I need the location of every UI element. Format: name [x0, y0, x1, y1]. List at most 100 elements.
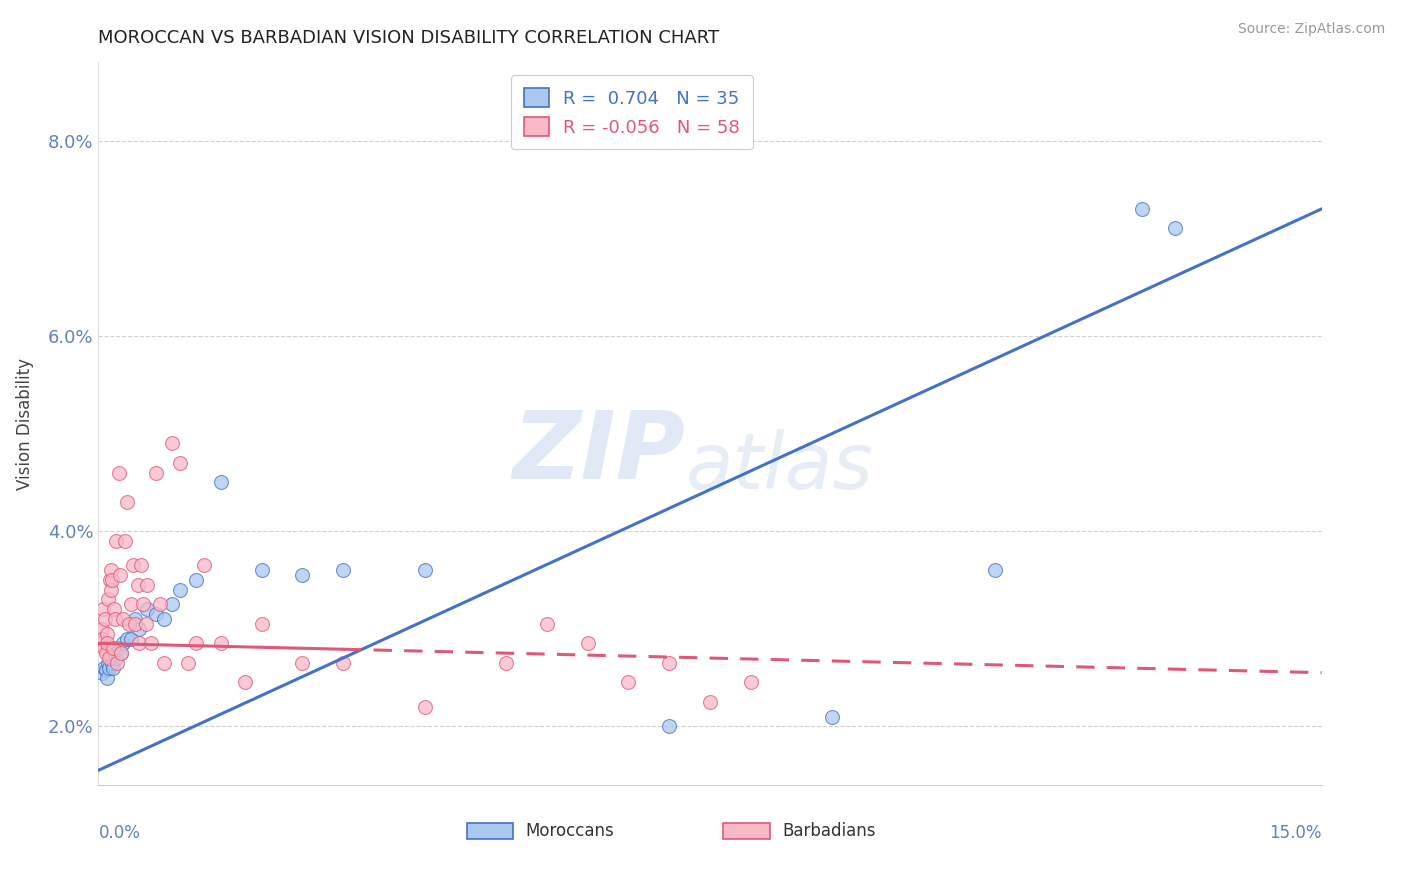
- Point: [100, 651, 122, 665]
- Point: [90, 622, 112, 636]
- Point: [132, 598, 155, 612]
- Point: [149, 598, 172, 612]
- Point: [111, 612, 134, 626]
- Point: [93, 661, 115, 675]
- Point: [111, 636, 134, 650]
- Point: [104, 646, 127, 660]
- Point: [108, 641, 131, 656]
- Text: 0.0%: 0.0%: [98, 824, 141, 842]
- Point: [97, 656, 120, 670]
- Point: [94, 612, 117, 626]
- Point: [169, 456, 191, 470]
- Legend: R =  0.704   N = 35, R = -0.056   N = 58: R = 0.704 N = 35, R = -0.056 N = 58: [512, 75, 752, 149]
- Point: [96, 671, 118, 685]
- Point: [740, 675, 762, 690]
- Text: Source: ZipAtlas.com: Source: ZipAtlas.com: [1237, 22, 1385, 37]
- Point: [115, 632, 138, 646]
- Point: [136, 602, 159, 616]
- Point: [141, 636, 163, 650]
- Point: [120, 632, 142, 646]
- Point: [128, 622, 150, 636]
- Point: [91, 632, 114, 646]
- Text: MOROCCAN VS BARBADIAN VISION DISABILITY CORRELATION CHART: MOROCCAN VS BARBADIAN VISION DISABILITY …: [98, 29, 720, 47]
- Point: [332, 563, 354, 577]
- Point: [94, 646, 117, 660]
- Point: [114, 533, 136, 548]
- Point: [136, 578, 159, 592]
- Point: [105, 656, 128, 670]
- Point: [124, 616, 146, 631]
- Point: [128, 636, 150, 650]
- Point: [193, 558, 215, 573]
- Point: [186, 573, 208, 587]
- Point: [110, 568, 132, 582]
- Point: [617, 675, 640, 690]
- Point: [115, 495, 138, 509]
- Point: [413, 699, 436, 714]
- Point: [91, 602, 114, 616]
- Point: [124, 612, 146, 626]
- Point: [127, 578, 149, 592]
- Point: [135, 616, 157, 631]
- Point: [250, 616, 273, 631]
- Point: [699, 695, 721, 709]
- Point: [145, 607, 167, 621]
- Point: [101, 641, 124, 656]
- Point: [209, 475, 232, 490]
- Point: [186, 636, 208, 650]
- Point: [97, 592, 120, 607]
- Point: [110, 646, 132, 660]
- Point: [91, 665, 114, 680]
- Point: [100, 582, 122, 597]
- Point: [105, 651, 128, 665]
- Point: [98, 661, 121, 675]
- Point: [984, 563, 1007, 577]
- Point: [108, 466, 131, 480]
- Point: [93, 641, 115, 656]
- FancyBboxPatch shape: [724, 823, 770, 839]
- Point: [118, 616, 141, 631]
- Text: 15.0%: 15.0%: [1270, 824, 1322, 842]
- Point: [96, 626, 118, 640]
- Point: [536, 616, 558, 631]
- Point: [250, 563, 273, 577]
- Text: Barbadians: Barbadians: [782, 822, 876, 840]
- Point: [110, 646, 132, 660]
- Point: [233, 675, 256, 690]
- Point: [658, 656, 681, 670]
- Point: [90, 636, 112, 650]
- Point: [160, 598, 183, 612]
- Point: [291, 568, 314, 582]
- Point: [1164, 221, 1187, 235]
- Point: [495, 656, 517, 670]
- Point: [209, 636, 232, 650]
- Point: [169, 582, 191, 597]
- Point: [160, 436, 183, 450]
- FancyBboxPatch shape: [467, 823, 513, 839]
- Point: [152, 612, 174, 626]
- Point: [152, 656, 174, 670]
- Y-axis label: Vision Disability: Vision Disability: [15, 358, 34, 490]
- Point: [104, 612, 127, 626]
- Point: [103, 602, 125, 616]
- Point: [100, 563, 122, 577]
- Point: [120, 598, 142, 612]
- Point: [105, 533, 128, 548]
- Point: [658, 719, 681, 733]
- Point: [129, 558, 152, 573]
- Point: [101, 656, 124, 670]
- Point: [121, 558, 143, 573]
- Point: [101, 661, 124, 675]
- Text: Moroccans: Moroccans: [526, 822, 614, 840]
- Point: [94, 663, 117, 677]
- Point: [1130, 202, 1153, 216]
- Point: [145, 466, 167, 480]
- Text: atlas: atlas: [686, 429, 873, 505]
- Point: [96, 636, 118, 650]
- Point: [98, 651, 121, 665]
- Point: [413, 563, 436, 577]
- Point: [821, 709, 844, 723]
- Point: [332, 656, 354, 670]
- Point: [98, 573, 121, 587]
- Point: [576, 636, 599, 650]
